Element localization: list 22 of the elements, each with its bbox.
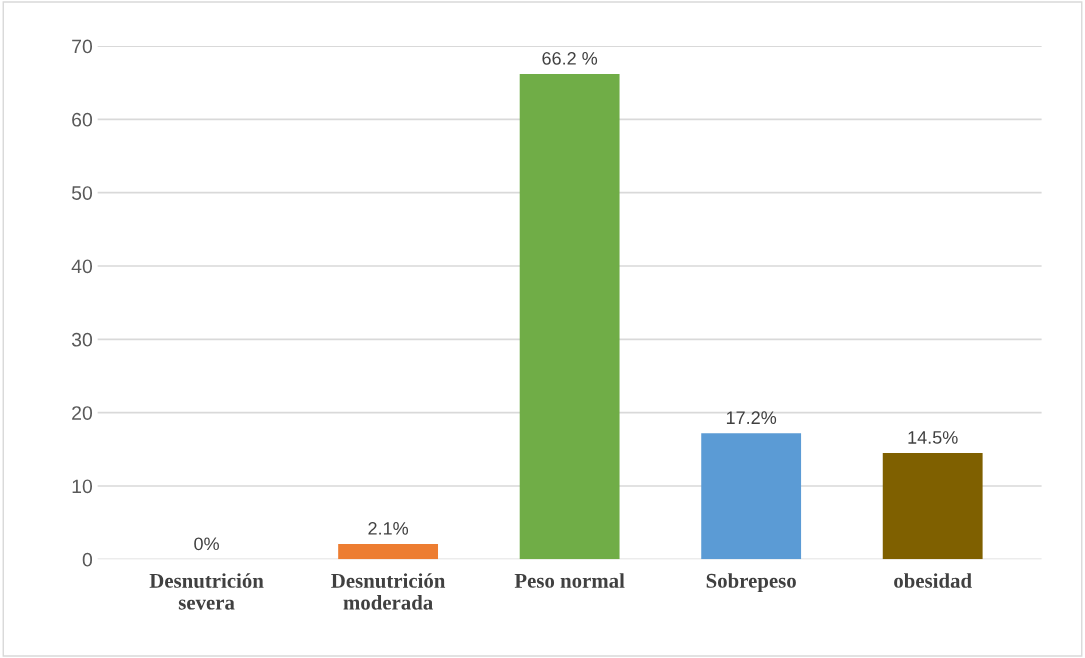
y-tick-label: 0 (82, 552, 93, 567)
x-tick-label: Peso normal (514, 573, 625, 588)
data-label: 0% (194, 537, 219, 551)
y-tick-label: 70 (72, 39, 93, 54)
y-tick-label: 60 (72, 112, 93, 127)
data-label: 17.2% (726, 411, 777, 424)
x-tick-label: Desnutrición moderada (331, 573, 446, 610)
y-tick-label: 40 (71, 259, 93, 274)
y-tick-label: 20 (72, 406, 93, 420)
y-tick-label: 10 (72, 479, 93, 494)
y-tick-label: 50 (71, 186, 93, 200)
x-tick-label: Desnutrición severa (149, 573, 264, 610)
x-tick-label: obesidad (894, 573, 972, 588)
x-tick-label: Sobrepeso (706, 573, 796, 593)
bar (338, 543, 439, 560)
data-label: 14.5% (908, 431, 958, 444)
bar (519, 73, 620, 560)
bar (882, 452, 983, 560)
bar (701, 433, 802, 560)
y-tick-label: 30 (71, 332, 93, 347)
data-label: 2.1% (368, 521, 409, 535)
data-label: 66.2 % (542, 52, 598, 65)
